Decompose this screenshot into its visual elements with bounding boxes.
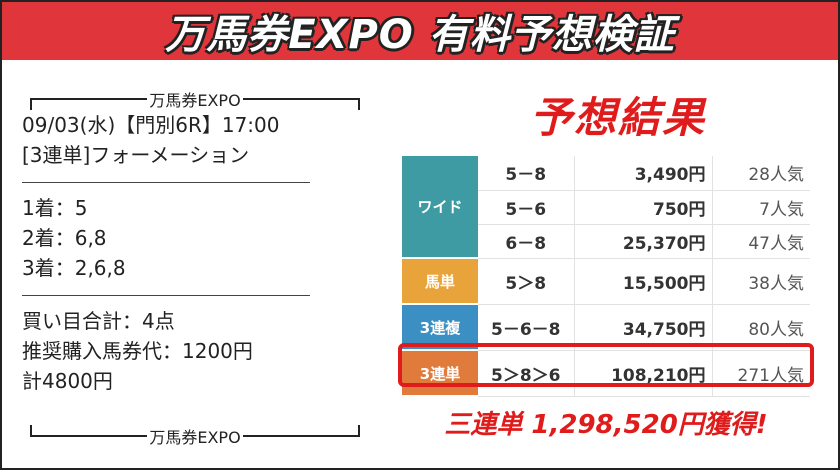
combo: 6－8 xyxy=(478,224,574,259)
second-place: 2着：6,8 xyxy=(22,226,107,250)
payout: 3,490円 xyxy=(573,156,713,191)
result-title: 予想結果 xyxy=(529,93,706,142)
title-banner: 万馬券EXPO 有料予想検証 xyxy=(2,2,838,60)
third-place: 3着：2,6,8 xyxy=(22,256,126,280)
popularity: 80人気 xyxy=(712,304,810,351)
table-row: 3連複 5－6－8 34,750円 80人気 xyxy=(402,304,810,351)
recommended-amount: 推奨購入馬券代：1200円 xyxy=(22,339,253,363)
highlight-box xyxy=(398,343,814,387)
bottom-bracket-label: 万馬券EXPO xyxy=(149,428,241,447)
combo: 5＞8＞6 xyxy=(478,350,574,397)
popularity: 28人気 xyxy=(712,156,810,191)
divider xyxy=(22,182,310,183)
category-wide: ワイド xyxy=(402,156,478,259)
popularity: 47人気 xyxy=(712,224,810,259)
table-row: 6－8 25,370円 47人気 xyxy=(402,224,810,259)
bet-type: [3連単]フォーメーション xyxy=(22,143,250,167)
payout: 15,500円 xyxy=(573,258,713,305)
table-row: 馬単 5＞8 15,500円 38人気 xyxy=(402,258,810,305)
ticket-panel: 万馬券EXPO 09/03(水)【門別6R】17:00 [3連単]フォーメーショ… xyxy=(22,88,372,447)
payout: 25,370円 xyxy=(573,224,713,259)
category-umatan: 馬単 xyxy=(402,258,478,305)
win-amount: 三連単 1,298,520円獲得! xyxy=(444,410,768,440)
payout: 108,210円 xyxy=(573,350,713,397)
payout: 34,750円 xyxy=(573,304,713,351)
top-bracket-label: 万馬券EXPO xyxy=(149,91,241,110)
combo: 5－6－8 xyxy=(478,304,574,351)
table-row: 3連単 5＞8＞6 108,210円 271人気 xyxy=(402,350,810,397)
divider xyxy=(22,295,310,296)
combo: 5－6 xyxy=(478,190,574,225)
popularity: 271人気 xyxy=(712,350,810,397)
combo: 5－8 xyxy=(478,156,574,191)
table-row: 5－6 750円 7人気 xyxy=(402,190,810,225)
results-table: ワイド 5－8 3,490円 28人気 5－6 750円 7人気 6－8 25,… xyxy=(402,156,810,397)
popularity: 7人気 xyxy=(712,190,810,225)
payout: 750円 xyxy=(573,190,713,225)
combo: 5＞8 xyxy=(478,258,574,305)
bottom-bracket: 万馬券EXPO xyxy=(30,425,361,447)
popularity: 38人気 xyxy=(712,258,810,305)
points-total: 買い目合計：4点 xyxy=(22,309,175,333)
category-sanrentan: 3連単 xyxy=(402,350,478,397)
race-line: 09/03(水)【門別6R】17:00 xyxy=(22,113,280,137)
banner-title: 万馬券EXPO 有料予想検証 xyxy=(165,12,675,58)
top-bracket: 万馬券EXPO xyxy=(30,88,361,110)
table-row: ワイド 5－8 3,490円 28人気 xyxy=(402,156,810,259)
first-place: 1着：5 xyxy=(22,196,88,220)
grand-total: 計4800円 xyxy=(22,369,113,393)
